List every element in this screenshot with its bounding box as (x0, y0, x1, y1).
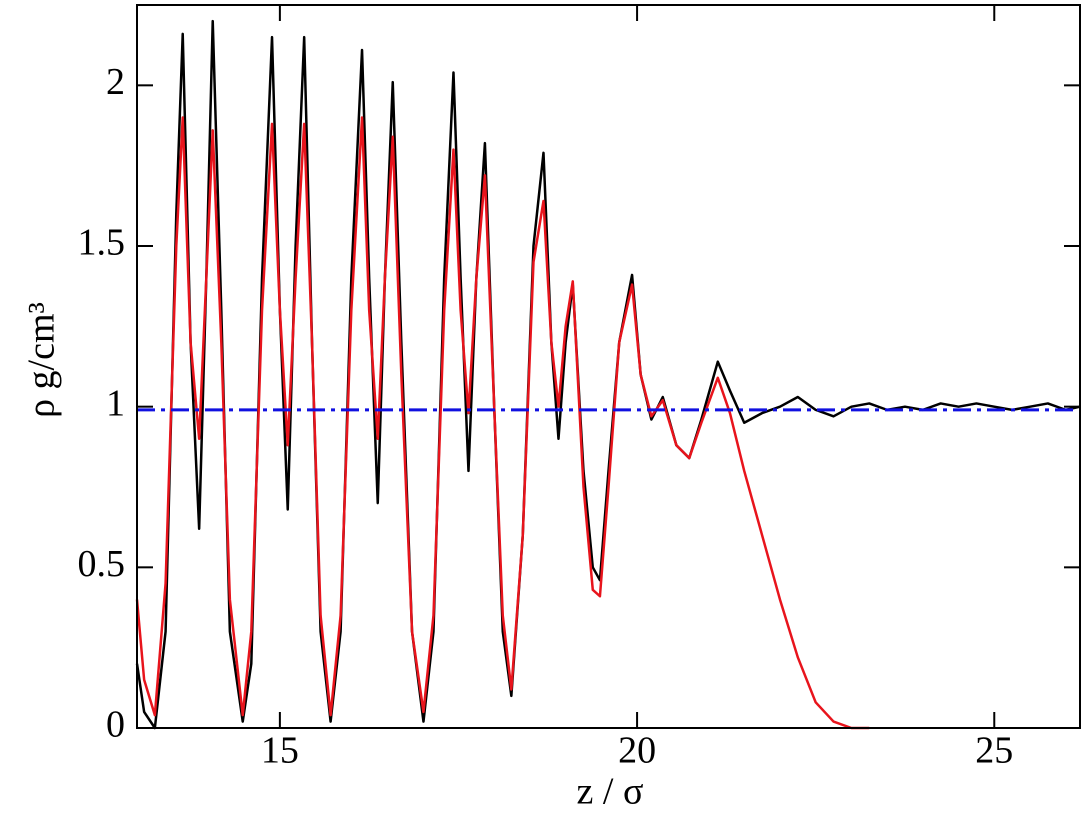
plot-frame (136, 4, 1081, 729)
y-tick-label: 2 (106, 61, 125, 103)
y-tick-label: 1 (106, 382, 125, 424)
data-line (135, 116, 870, 730)
y-tick-label: 0.5 (78, 543, 126, 585)
x-tick-label: 20 (618, 730, 656, 772)
data-line (135, 19, 1081, 730)
x-tick-label: 15 (261, 730, 299, 772)
x-axis-label: z / σ (577, 771, 644, 813)
y-axis-label: ρ g/cm³ (21, 302, 63, 418)
y-tick-label: 1.5 (78, 222, 126, 264)
y-tick-label: 0 (106, 704, 125, 746)
x-tick-label: 25 (975, 730, 1013, 772)
